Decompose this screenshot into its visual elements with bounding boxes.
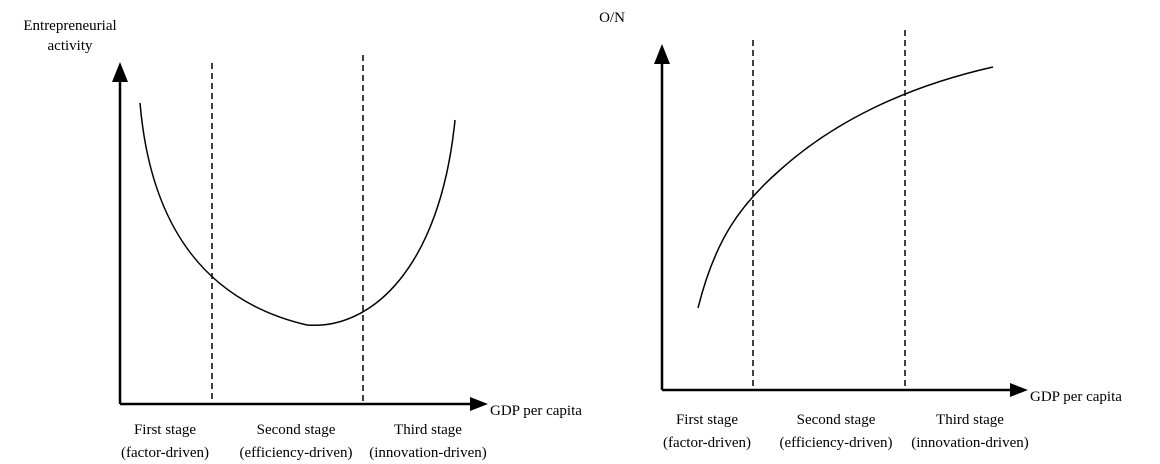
- stage-name: Second stage: [257, 422, 336, 438]
- x-label: GDP per capita: [490, 403, 582, 419]
- arrow: [654, 44, 670, 64]
- arrow: [112, 62, 128, 82]
- stage-name: First stage: [134, 422, 196, 438]
- stage-name: Third stage: [936, 412, 1004, 428]
- arrow: [470, 397, 488, 411]
- stage-sub: (efficiency-driven): [240, 445, 353, 461]
- panel-left: Entrepreneurial activity GDP per capita …: [23, 18, 582, 461]
- stage-sub: (innovation-driven): [369, 445, 486, 461]
- arrow: [1010, 383, 1028, 397]
- stage-name: Second stage: [797, 412, 876, 428]
- panel-right: O/N GDP per capita First stage (factor-d…: [599, 10, 1122, 451]
- curve: [697, 66, 994, 309]
- x-label: GDP per capita: [1030, 389, 1122, 405]
- y-label: Entrepreneurial: [23, 18, 116, 34]
- stage-name: First stage: [676, 412, 738, 428]
- stage-sub: (innovation-driven): [911, 435, 1028, 451]
- curve: [139, 102, 456, 326]
- y-label: activity: [48, 38, 93, 54]
- y-label: O/N: [599, 10, 625, 26]
- stage-name: Third stage: [394, 422, 462, 438]
- stage-sub: (efficiency-driven): [780, 435, 893, 451]
- stage-sub: (factor-driven): [663, 435, 751, 451]
- stage-sub: (factor-driven): [121, 445, 209, 461]
